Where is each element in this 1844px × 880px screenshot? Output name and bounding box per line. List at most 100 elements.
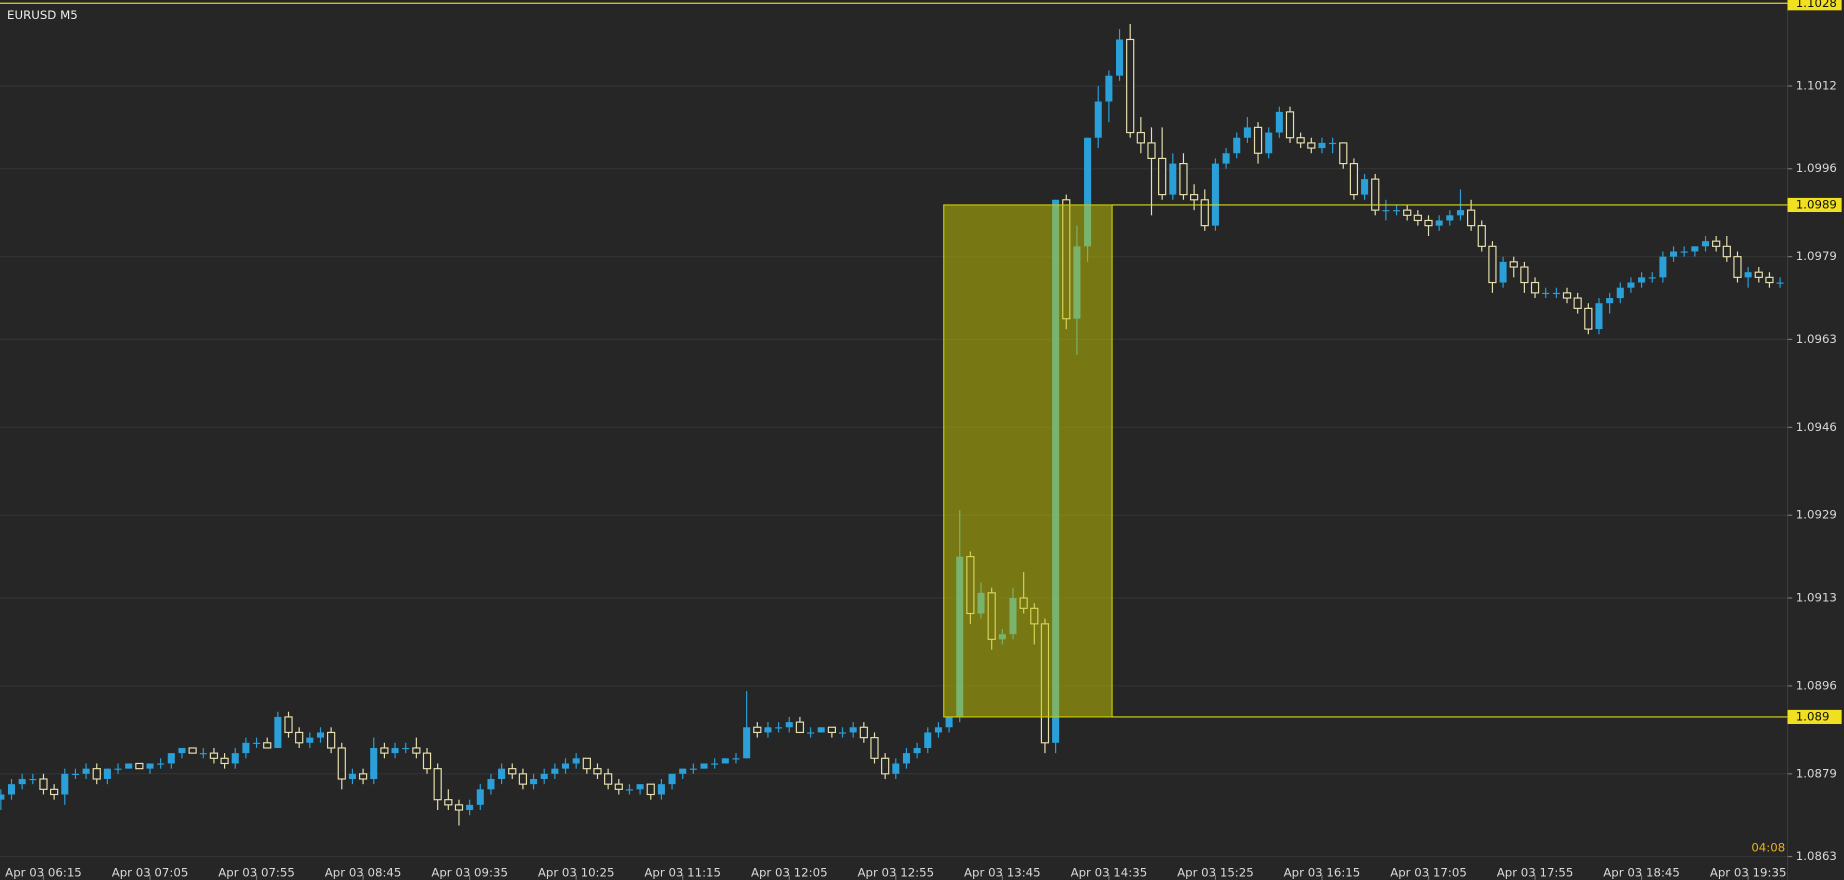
candle-body bbox=[1393, 210, 1401, 212]
candle-body bbox=[157, 763, 165, 765]
candle-body bbox=[646, 783, 655, 796]
candle-body bbox=[614, 783, 623, 790]
candle-body bbox=[1147, 142, 1156, 160]
candle-body bbox=[370, 747, 378, 779]
y-tick-label: 1.0996 bbox=[1796, 161, 1837, 175]
candle-body bbox=[1638, 277, 1646, 283]
candle-body bbox=[1467, 209, 1476, 227]
x-tick-label: Apr 03 12:55 bbox=[857, 865, 934, 879]
zone bbox=[943, 204, 1113, 718]
candle-body bbox=[625, 789, 633, 791]
x-tick-label: Apr 03 19:35 bbox=[1710, 865, 1787, 879]
candle-body bbox=[316, 732, 325, 738]
candle-body bbox=[29, 778, 37, 781]
candle-body bbox=[391, 747, 399, 754]
candle-body bbox=[870, 737, 879, 759]
candle-body bbox=[498, 768, 506, 779]
candle-body bbox=[1296, 137, 1305, 144]
candle-body bbox=[1361, 179, 1369, 195]
y-tick-label: 1.0979 bbox=[1796, 249, 1837, 263]
candle-body bbox=[50, 788, 59, 796]
candle-body bbox=[1584, 307, 1593, 330]
x-tick-label: Apr 03 06:15 bbox=[5, 865, 82, 879]
candle-body bbox=[593, 768, 602, 775]
candle-body bbox=[188, 747, 197, 754]
candle-body bbox=[807, 732, 815, 734]
x-tick-label: Apr 03 16:15 bbox=[1284, 865, 1361, 879]
level-label-bg bbox=[1787, 0, 1842, 11]
candle-body bbox=[178, 747, 186, 754]
x-tick-label: Apr 03 15:25 bbox=[1177, 865, 1254, 879]
candle-body bbox=[551, 768, 559, 774]
candle-body bbox=[530, 778, 538, 785]
candle-body bbox=[135, 762, 144, 770]
candle-body bbox=[1712, 240, 1721, 247]
candle-body bbox=[1552, 292, 1560, 295]
candle-body bbox=[711, 763, 719, 765]
candle-body bbox=[146, 763, 154, 769]
candle-body bbox=[732, 758, 740, 760]
x-tick-label: Apr 03 13:45 bbox=[964, 865, 1041, 879]
y-tick-label: 1.0963 bbox=[1796, 332, 1837, 346]
x-tick-label: Apr 03 12:05 bbox=[751, 865, 828, 879]
level-label-bg bbox=[1787, 197, 1842, 213]
candle-body bbox=[1509, 261, 1518, 268]
candle-body bbox=[657, 784, 665, 795]
candle-body bbox=[306, 737, 314, 743]
candle-body bbox=[1701, 241, 1710, 247]
candle-body bbox=[242, 742, 250, 754]
candle-body bbox=[1233, 137, 1241, 154]
candle-body bbox=[1265, 132, 1273, 154]
candle-body bbox=[1403, 209, 1412, 216]
candle-body bbox=[1424, 219, 1433, 227]
candle-body bbox=[817, 727, 825, 733]
candle-body bbox=[753, 726, 762, 734]
candle-body bbox=[1659, 256, 1667, 278]
candle-body bbox=[39, 778, 48, 790]
candle-body bbox=[1329, 142, 1337, 145]
candle-body bbox=[1446, 215, 1454, 221]
candle-body bbox=[668, 773, 676, 785]
candle-body bbox=[1530, 281, 1540, 294]
x-tick-label: Apr 03 09:35 bbox=[431, 865, 508, 879]
candle-body bbox=[679, 768, 687, 774]
candle-body bbox=[1275, 111, 1283, 133]
candle-body bbox=[1616, 287, 1624, 299]
candle-body bbox=[348, 773, 356, 779]
candle-body bbox=[561, 763, 570, 769]
candle-body bbox=[1105, 75, 1113, 102]
candle-body bbox=[274, 716, 282, 748]
candle-body bbox=[220, 757, 229, 765]
x-tick-label: Apr 03 07:55 bbox=[218, 865, 295, 879]
candle-body bbox=[839, 732, 847, 734]
candle-body bbox=[1126, 38, 1135, 134]
candle-body bbox=[1413, 214, 1422, 222]
candle-body bbox=[358, 773, 368, 780]
x-tick-label: Apr 03 17:55 bbox=[1497, 865, 1574, 879]
candle-body bbox=[380, 747, 389, 754]
candle-body bbox=[1382, 210, 1390, 212]
candle-body bbox=[1094, 101, 1102, 138]
candle-body bbox=[1627, 282, 1635, 288]
candle-body bbox=[892, 763, 900, 774]
candle-body bbox=[1084, 137, 1092, 247]
y-tick-label: 1.0913 bbox=[1796, 590, 1837, 604]
candle-body bbox=[785, 722, 793, 728]
countdown: 04:08 bbox=[1751, 841, 1785, 855]
candle-body bbox=[199, 753, 207, 755]
candle-body bbox=[1243, 127, 1251, 138]
candle-body bbox=[604, 773, 613, 785]
candle-body bbox=[743, 727, 751, 759]
x-tick-label: Apr 03 10:25 bbox=[538, 865, 615, 879]
x-tick-label: Apr 03 08:45 bbox=[325, 865, 402, 879]
y-tick-label: 1.0946 bbox=[1796, 420, 1837, 434]
candle-body bbox=[103, 768, 111, 779]
x-tick-label: Apr 03 17:05 bbox=[1390, 865, 1467, 879]
candle-body bbox=[1754, 271, 1763, 278]
candle-body bbox=[1349, 162, 1359, 196]
x-tick-label: Apr 03 14:35 bbox=[1071, 865, 1148, 879]
candle-body bbox=[775, 727, 783, 729]
y-tick-label: 1.0929 bbox=[1796, 508, 1837, 522]
candle-body bbox=[1318, 142, 1326, 149]
candle-body bbox=[1488, 245, 1497, 284]
